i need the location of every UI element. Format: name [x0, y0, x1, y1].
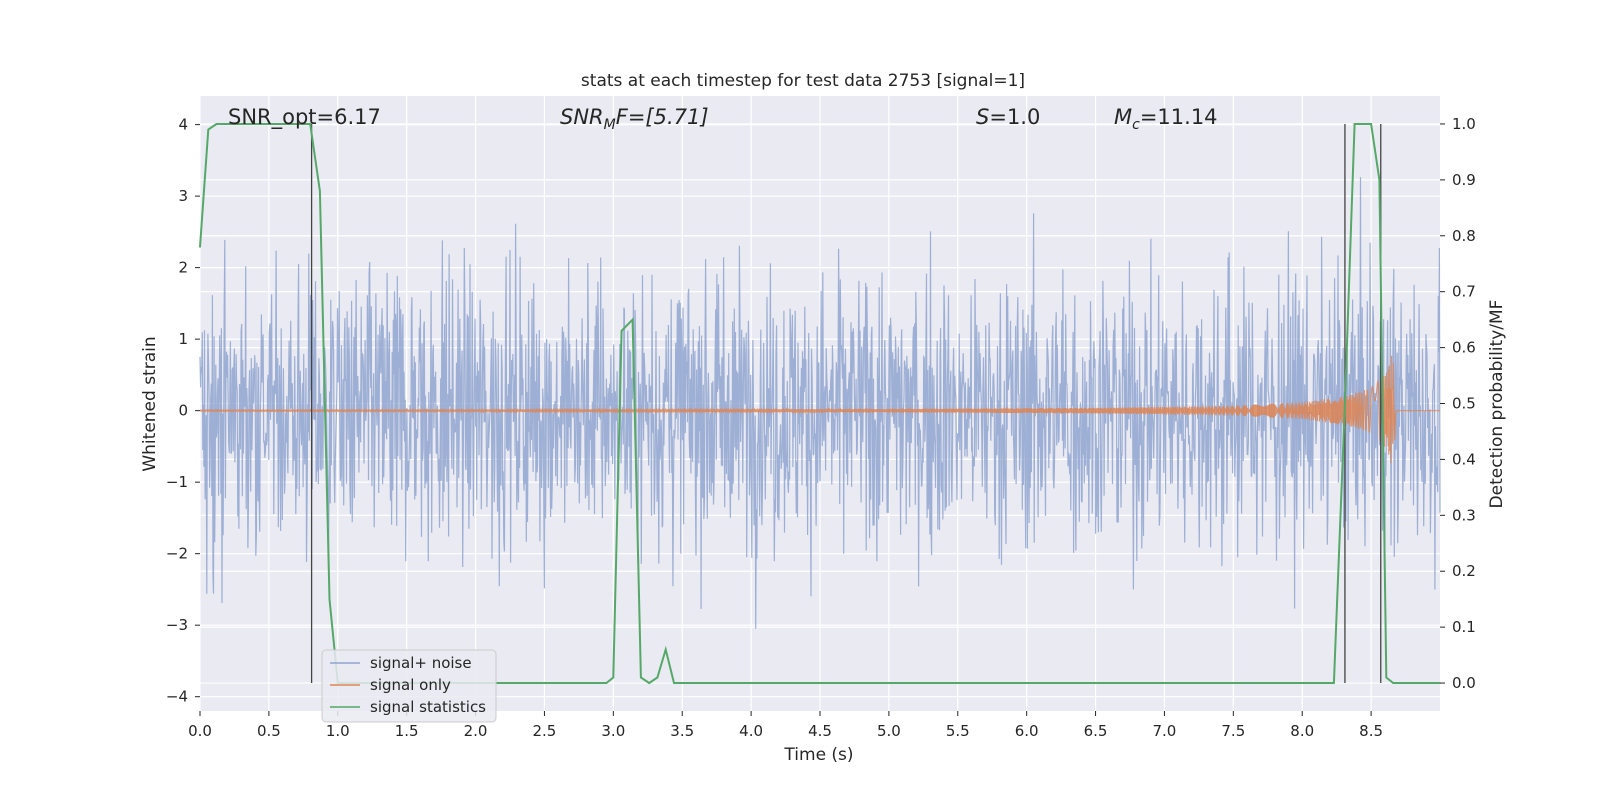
x-tick-label: 0.0 [188, 722, 212, 740]
y2-axis-label: Detection probability/MF [1487, 300, 1507, 509]
y2-tick-label: 0.4 [1452, 450, 1476, 468]
legend: signal+ noise signal only signal statist… [321, 649, 497, 723]
y-tick-label: −2 [166, 545, 188, 563]
y-tick-labels: −4 −3 −2 −1 0 1 2 3 4 [166, 116, 200, 706]
signal-statistics-point [1400, 682, 1403, 684]
y-tick-label: −4 [166, 688, 188, 706]
x-tick-label: 8.5 [1359, 722, 1383, 740]
signal-statistics-point [631, 318, 634, 321]
signal-statistics-point [1333, 682, 1335, 684]
y2-tick-label: 0.5 [1452, 395, 1476, 413]
x-tick-label: 6.5 [1084, 722, 1108, 740]
x-tick-label: 1.5 [395, 722, 419, 740]
signal-statistics-line [199, 123, 1440, 685]
signal-statistics-point [319, 190, 321, 192]
legend-label-signal-statistics: signal statistics [370, 698, 486, 716]
signal-only-line [199, 355, 1440, 464]
signal-statistics-point [888, 682, 890, 684]
chart-title: stats at each timestep for test data 275… [581, 71, 1025, 91]
y-tick-label: −1 [166, 473, 188, 491]
y-tick-label: 2 [178, 259, 188, 277]
signal-statistics-point [1392, 682, 1394, 684]
y2-tick-label: 0.8 [1452, 227, 1476, 245]
x-tick-label: 4.5 [808, 722, 832, 740]
y-tick-label: −3 [166, 616, 188, 634]
x-tick-label: 5.0 [877, 722, 901, 740]
y2-tick-label: 0.0 [1452, 674, 1476, 692]
signal-statistics-point [681, 682, 684, 684]
signal-statistics-point [1385, 676, 1388, 679]
signal-statistics-point [1163, 682, 1166, 684]
annotation-mc: Mc=11.14 [1114, 105, 1218, 133]
series-signal-statistics [199, 123, 1441, 685]
signal-statistics-point [281, 123, 284, 125]
y2-tick-label: 0.1 [1452, 618, 1476, 636]
series-signal-plus-noise [199, 177, 1441, 629]
signal-statistics-point [612, 676, 615, 679]
signal-statistics-point [1353, 123, 1356, 125]
signal-statistics-point [1025, 682, 1028, 684]
signal-statistics-point [640, 676, 642, 679]
y2-tick-label: 0.6 [1452, 339, 1476, 357]
annotation-s: S=1.0 [976, 105, 1040, 129]
signal-statistics-point [648, 682, 650, 684]
signal-statistics-point [199, 246, 201, 248]
x-tick-labels: 0.0 0.5 1.0 1.5 2.0 2.5 3.0 3.5 4.0 4.5 5.0 5.5 6.0 6… [188, 711, 1383, 740]
x-axis-label: Time (s) [783, 745, 853, 765]
x-tick-label: 2.5 [533, 722, 557, 740]
y2-tick-label: 0.3 [1452, 506, 1476, 524]
signal-plus-noise-line [199, 177, 1441, 629]
grid-lines [199, 96, 1440, 711]
signal-statistics-point [750, 682, 752, 684]
signal-statistics-point [207, 128, 210, 131]
signal-statistics-point [656, 676, 659, 679]
series-signal-only [199, 355, 1440, 464]
y2-tick-label: 0.2 [1452, 562, 1476, 580]
signal-statistics-point [1301, 682, 1304, 684]
signal-statistics-point [328, 598, 331, 600]
x-tick-label: 3.5 [670, 722, 694, 740]
signal-statistics-point [543, 682, 546, 684]
y2-tick-label: 0.7 [1452, 283, 1476, 301]
y-axis-label: Whitened strain [140, 336, 160, 471]
x-tick-label: 7.0 [1153, 722, 1177, 740]
signal-statistics-point [1344, 402, 1346, 405]
x-tick-label: 2.0 [464, 722, 488, 740]
x-tick-label: 5.5 [946, 722, 970, 740]
y-tick-label: 4 [178, 116, 188, 134]
x-tick-label: 3.0 [601, 722, 625, 740]
y2-tick-label: 1.0 [1452, 115, 1476, 133]
annotation-snr-opt: SNR_opt=6.17 [228, 105, 381, 130]
x-tick-label: 4.0 [739, 722, 763, 740]
x-tick-label: 0.5 [257, 722, 281, 740]
legend-box [321, 649, 497, 723]
signal-statistics-point [215, 123, 218, 125]
signal-statistics-point [620, 330, 623, 332]
x-tick-label: 7.5 [1221, 722, 1245, 740]
y2-tick-labels: 0.0 0.1 0.2 0.3 0.4 0.5 0.6 0.7 0.8 0.9 1.0 [1440, 115, 1476, 692]
y-tick-label: 0 [178, 402, 188, 420]
signal-statistics-point [240, 123, 243, 125]
x-tick-label: 6.0 [1015, 722, 1039, 740]
signal-statistics-point [309, 123, 312, 125]
y2-tick-label: 0.9 [1452, 171, 1476, 189]
signal-statistics-point [1370, 123, 1372, 125]
y-tick-label: 1 [178, 330, 188, 348]
signal-statistics-point [673, 682, 675, 684]
signal-statistics-point [664, 648, 667, 651]
x-tick-label: 8.0 [1290, 722, 1314, 740]
y-tick-label: 3 [178, 187, 188, 205]
legend-label-signal-plus-noise: signal+ noise [370, 654, 472, 672]
x-tick-label: 1.0 [326, 722, 350, 740]
legend-label-signal-only: signal only [370, 676, 451, 694]
signal-statistics-point [1378, 179, 1381, 181]
annotation-snr-mf: SNRMF=[5.71] [560, 105, 709, 133]
signal-statistics-point [605, 682, 608, 684]
